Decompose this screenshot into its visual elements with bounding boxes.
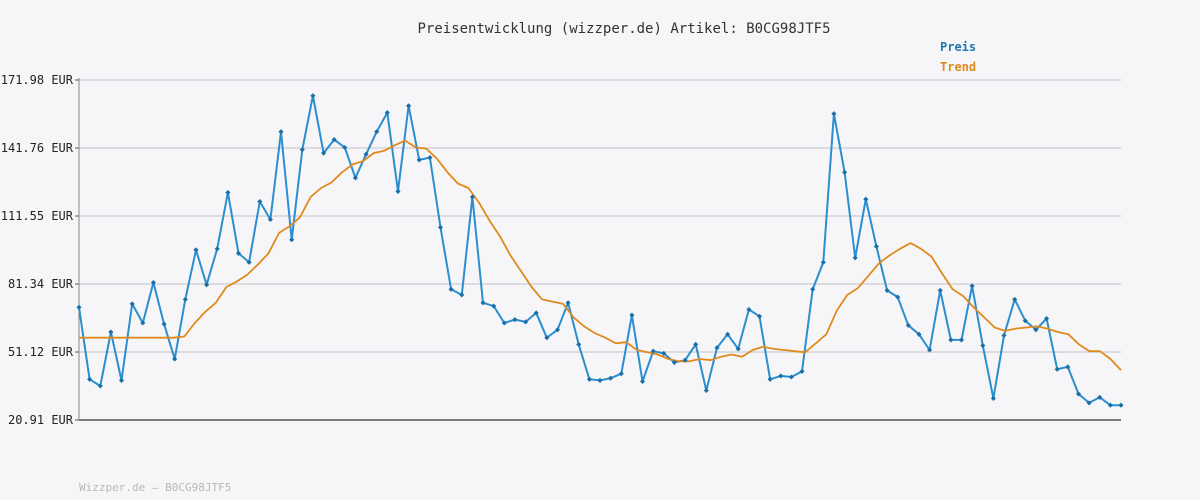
price-point	[810, 286, 816, 292]
price-point	[639, 378, 646, 385]
price-point	[990, 395, 996, 401]
price-point	[1022, 318, 1028, 324]
price-point	[172, 356, 178, 362]
grid	[79, 79, 1121, 353]
price-point	[150, 279, 156, 286]
price-point	[533, 310, 539, 316]
price-point	[480, 300, 486, 306]
price-line	[78, 94, 1121, 407]
price-point	[1001, 332, 1007, 338]
price-point	[523, 319, 529, 325]
price-point	[235, 250, 242, 256]
price-point	[958, 337, 965, 343]
price-point	[278, 129, 284, 135]
price-point	[1086, 400, 1092, 406]
price-point	[576, 341, 582, 347]
price-point	[799, 368, 805, 374]
price-point	[161, 321, 167, 327]
price-point	[1075, 391, 1082, 397]
price-point	[1044, 315, 1050, 322]
price-point	[937, 287, 943, 293]
price-point	[873, 243, 879, 250]
price-point	[767, 376, 773, 382]
price-point	[1012, 296, 1018, 302]
price-point	[182, 296, 188, 302]
price-point	[927, 347, 933, 353]
price-point	[459, 292, 465, 298]
price-point	[693, 341, 699, 347]
y-tick-label: 111.55 EUR	[1, 209, 74, 223]
price-point	[586, 376, 592, 382]
price-point	[714, 345, 720, 351]
y-tick-label: 81.34 EUR	[8, 277, 74, 291]
price-point	[118, 377, 125, 383]
price-point	[310, 93, 316, 99]
y-tick-label: 51.12 EUR	[8, 345, 74, 359]
price-point	[661, 350, 667, 356]
price-point	[554, 327, 561, 333]
price-point	[395, 188, 401, 194]
price-point	[437, 224, 444, 230]
price-point	[501, 320, 507, 326]
price-point	[448, 286, 454, 292]
price-point	[1054, 366, 1060, 372]
price-point	[289, 237, 295, 243]
price-point	[257, 198, 263, 205]
price-point	[491, 303, 497, 309]
price-point	[1097, 394, 1103, 400]
price-point	[703, 387, 709, 394]
price-point	[969, 283, 975, 289]
price-point	[193, 247, 199, 253]
price-point	[214, 246, 220, 252]
price-point	[629, 312, 635, 318]
price-point	[884, 287, 890, 293]
price-point	[831, 111, 837, 117]
price-point	[469, 194, 475, 200]
y-tick-label: 141.76 EUR	[1, 141, 74, 155]
price-point	[1065, 364, 1071, 370]
price-point	[87, 376, 93, 382]
price-point	[225, 189, 231, 196]
price-point	[778, 373, 784, 379]
y-tick-label: 171.98 EUR	[1, 73, 74, 87]
price-point	[905, 322, 911, 328]
price-point	[512, 317, 518, 323]
price-point	[863, 196, 869, 202]
price-point	[416, 157, 422, 163]
price-point	[204, 282, 210, 288]
price-point	[565, 300, 571, 306]
trend-line	[79, 139, 1122, 371]
price-point	[1118, 402, 1124, 408]
price-point	[140, 320, 146, 326]
price-point	[735, 346, 741, 352]
price-point	[980, 342, 986, 349]
price-point	[916, 331, 922, 337]
price-point	[725, 331, 731, 337]
price-point	[842, 169, 848, 175]
price-point	[342, 144, 348, 151]
price-point	[108, 329, 114, 335]
series-lines	[78, 94, 1122, 407]
price-point	[597, 377, 603, 383]
price-point	[267, 216, 273, 223]
price-point	[246, 259, 252, 265]
price-point	[406, 103, 412, 109]
y-tick-label: 20.91 EUR	[8, 413, 74, 427]
price-point	[948, 337, 954, 343]
price-point	[756, 313, 763, 319]
price-point	[820, 259, 826, 265]
y-axis-ticks: 20.91 EUR 51.12 EUR 81.34 EUR 111.55 EUR 141…	[1, 73, 79, 427]
price-point	[129, 301, 135, 307]
price-point	[852, 255, 858, 261]
price-point	[1033, 327, 1039, 333]
legend-trend: Trend	[940, 60, 976, 74]
legend-preis: Preis	[940, 40, 976, 54]
chart-title: Preisentwicklung (wizzper.de) Artikel: B…	[417, 21, 830, 37]
series-points	[76, 93, 1124, 408]
chart-footer: Wizzper.de – B0CG98JTF5	[79, 481, 231, 494]
price-point	[427, 155, 433, 161]
price-point	[299, 147, 305, 153]
price-point	[76, 304, 82, 310]
